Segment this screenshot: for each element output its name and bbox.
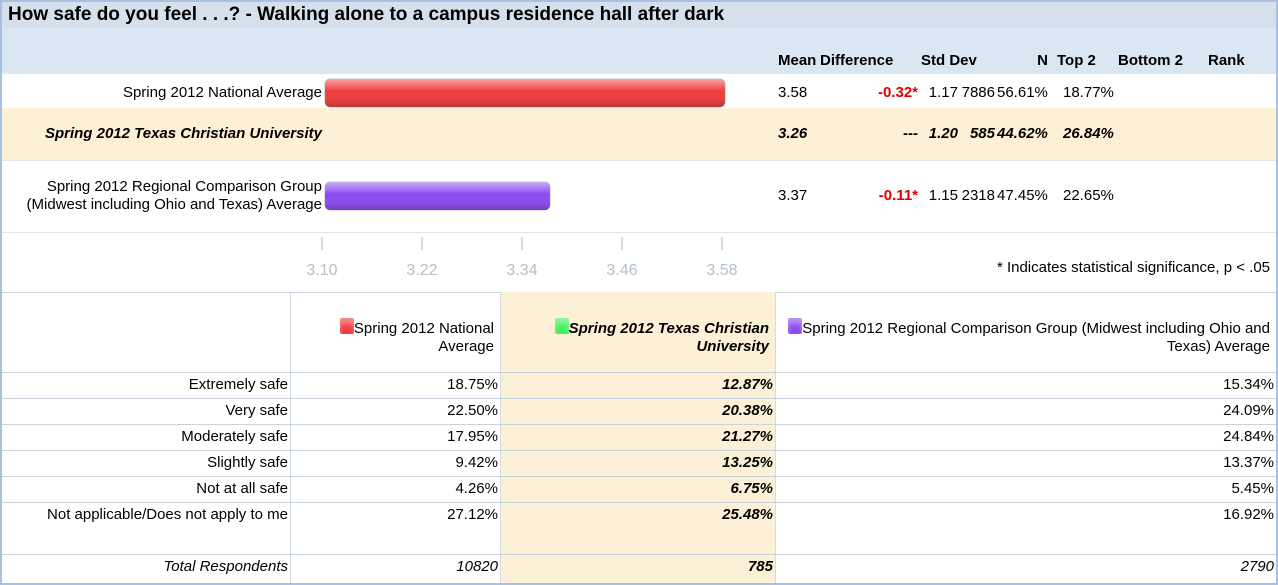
stat-cell: 22.65% xyxy=(1063,187,1114,204)
cell: 18.75% xyxy=(447,376,498,393)
mean: 3.37 xyxy=(778,187,808,204)
row-divider xyxy=(2,502,1276,503)
legend-entry: Spring 2012 National Average xyxy=(290,318,494,356)
col-divider xyxy=(290,292,291,585)
bar-gloss xyxy=(325,79,725,107)
x-tick-label: 3.34 xyxy=(506,262,537,279)
stat-cell: 2318 xyxy=(961,187,995,204)
row-label: Moderately safe xyxy=(181,428,288,445)
cell: 5.45% xyxy=(1231,480,1274,497)
row-divider xyxy=(2,232,1276,233)
column-header: Top 2 xyxy=(1057,52,1096,69)
bar-group xyxy=(324,78,726,108)
stat-cell: 47.45% xyxy=(997,187,1048,204)
cell: 12.87% xyxy=(722,376,773,393)
column-header: Bottom 2 xyxy=(1118,52,1183,69)
x-tick-label: 3.58 xyxy=(706,262,737,279)
legend-header: Spring 2012 Texas Christian University xyxy=(500,302,775,372)
legend-header: Spring 2012 Regional Comparison Group (M… xyxy=(775,302,1276,372)
cell: 27.12% xyxy=(447,506,498,523)
row-label: Very safe xyxy=(225,402,288,419)
stat-cell: 44.62% xyxy=(997,125,1048,142)
column-header: Mean xyxy=(778,52,817,69)
legend-text: Spring 2012 Texas Christian University xyxy=(568,320,769,355)
row-divider xyxy=(2,160,1276,161)
cell: 785 xyxy=(747,558,773,575)
column-header: Difference xyxy=(820,52,894,69)
stat-cell: 7886 xyxy=(961,84,995,101)
highlight-col xyxy=(500,292,775,585)
row-label: Spring 2012 National Average xyxy=(8,78,322,108)
x-tick-label: 3.22 xyxy=(406,262,437,279)
row-divider xyxy=(2,450,1276,451)
row-label: Not applicable/Does not apply to me xyxy=(47,506,288,523)
highlight-row xyxy=(2,108,1276,160)
title: How safe do you feel . . .? - Walking al… xyxy=(8,4,725,25)
row-label: Not at all safe xyxy=(196,480,288,497)
cell: 2790 xyxy=(1240,558,1274,575)
legend-swatch xyxy=(554,318,569,334)
cell: 24.84% xyxy=(1223,428,1274,445)
header-band xyxy=(2,28,1276,74)
row-label: Spring 2012 Texas Christian University xyxy=(8,108,322,160)
row-label-text: Spring 2012 Regional Comparison Group (M… xyxy=(26,178,322,213)
legend-entry: Spring 2012 Texas Christian University xyxy=(500,318,769,356)
cell: 6.75% xyxy=(730,480,773,497)
title-bar xyxy=(2,2,1276,28)
row-divider xyxy=(2,424,1276,425)
stat-cell: 26.84% xyxy=(1063,125,1114,142)
legend-swatch xyxy=(339,318,354,334)
column-header: Rank xyxy=(1208,52,1245,69)
x-tick-label: 3.46 xyxy=(606,262,637,279)
legend-header: Spring 2012 National Average xyxy=(290,302,500,372)
row-label: Spring 2012 Regional Comparison Group (M… xyxy=(8,160,322,232)
cell: 25.48% xyxy=(722,506,773,523)
stat-cell: 18.77% xyxy=(1063,84,1114,101)
stat-cell: --- xyxy=(903,125,918,142)
row-label: Total Respondents xyxy=(163,558,288,575)
cell: 20.38% xyxy=(722,402,773,419)
row-divider xyxy=(2,476,1276,477)
stat-cell: -0.32* xyxy=(877,84,918,101)
cell: 13.25% xyxy=(722,454,773,471)
cell: 9.42% xyxy=(455,454,498,471)
cell: 16.92% xyxy=(1223,506,1274,523)
col-divider xyxy=(775,292,776,585)
mean: 3.26 xyxy=(778,125,808,142)
legend-text: Spring 2012 Regional Comparison Group (M… xyxy=(802,320,1270,355)
stat-cell: 1.20 xyxy=(928,125,958,142)
note: * Indicates statistical significance, p … xyxy=(996,259,1270,276)
legend-swatch xyxy=(788,318,803,334)
cell: 24.09% xyxy=(1223,402,1274,419)
stat-cell: 585 xyxy=(969,125,995,142)
bar-group xyxy=(324,181,551,211)
column-header: Std Dev xyxy=(921,52,977,69)
stat-cell: 1.15 xyxy=(928,187,958,204)
column-header: N xyxy=(1037,52,1048,69)
cell: 13.37% xyxy=(1223,454,1274,471)
stat-cell: 1.17 xyxy=(928,84,958,101)
row-label: Extremely safe xyxy=(188,376,288,393)
bar-gloss xyxy=(325,182,550,210)
cell: 22.50% xyxy=(447,402,498,419)
col-divider xyxy=(500,292,501,585)
stat-cell: -0.11* xyxy=(878,187,918,204)
row-divider xyxy=(2,372,1276,373)
legend-text: Spring 2012 National Average xyxy=(353,320,494,355)
row-label-text: Spring 2012 Texas Christian University xyxy=(44,125,322,142)
legend-entry: Spring 2012 Regional Comparison Group (M… xyxy=(775,318,1270,356)
cell: 21.27% xyxy=(722,428,773,445)
cell: 17.95% xyxy=(447,428,498,445)
row-label: Slightly safe xyxy=(207,454,288,471)
row-divider xyxy=(2,398,1276,399)
stat-cell: 56.61% xyxy=(997,84,1048,101)
mean: 3.58 xyxy=(778,84,808,101)
cell: 10820 xyxy=(456,558,498,575)
row-divider xyxy=(2,554,1276,555)
cell: 15.34% xyxy=(1223,376,1274,393)
cell: 4.26% xyxy=(455,480,498,497)
row-label-text: Spring 2012 National Average xyxy=(122,84,322,101)
x-tick-label: 3.10 xyxy=(306,262,337,279)
